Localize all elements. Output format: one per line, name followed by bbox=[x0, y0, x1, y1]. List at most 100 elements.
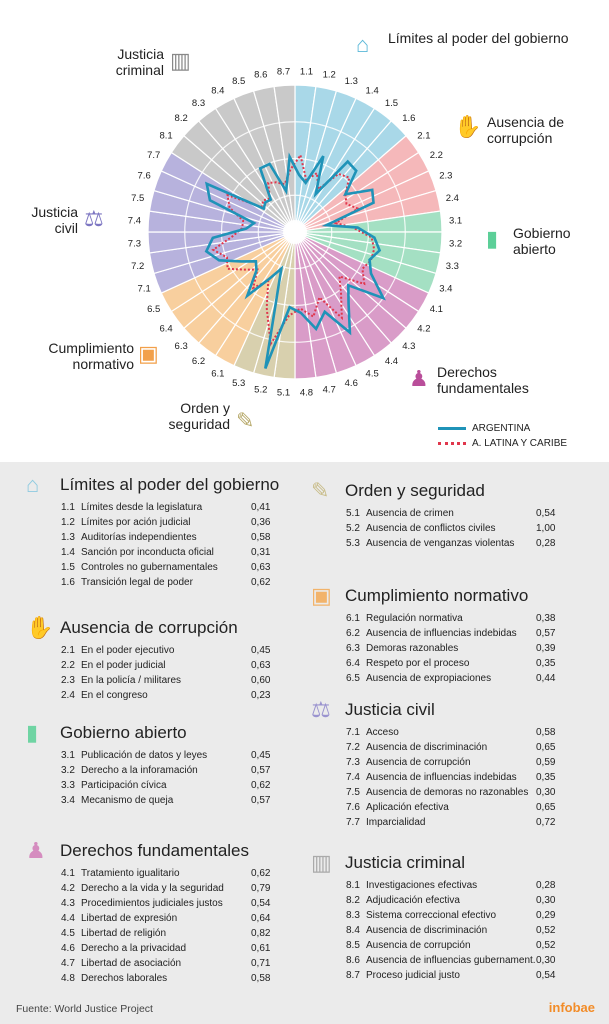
axis-label: 1.4 bbox=[366, 86, 379, 97]
indicator-code: 3.1 bbox=[61, 750, 75, 761]
indicator-code: 1.4 bbox=[61, 547, 75, 558]
indicator-row: 7.1 Acceso 0,58 bbox=[346, 725, 595, 740]
indicator-name: Libertad de religión bbox=[81, 928, 167, 939]
indicator-code: 6.5 bbox=[346, 673, 360, 684]
indicator-code: 4.1 bbox=[61, 868, 75, 879]
grid-circle bbox=[184, 121, 406, 343]
axis-label: 6.5 bbox=[147, 304, 160, 315]
indicator-row: 8.3 Sistema correccional efectivo 0,29 bbox=[346, 908, 595, 923]
indicator-value: 0,52 bbox=[536, 940, 556, 951]
indicator-value: 0,62 bbox=[251, 868, 271, 879]
indicator-value: 1,00 bbox=[536, 523, 556, 534]
group-label-1: Límites al poder del gobierno bbox=[388, 30, 569, 46]
axis-label: 8.4 bbox=[211, 86, 224, 97]
indicator-value: 0,71 bbox=[251, 958, 271, 969]
indicator-code: 8.4 bbox=[346, 925, 360, 936]
axis-label: 1.1 bbox=[300, 66, 313, 77]
axis-label: 4.4 bbox=[385, 356, 398, 367]
indicator-name: Ausencia de discriminación bbox=[366, 742, 488, 753]
indicator-code: 6.3 bbox=[346, 643, 360, 654]
legend-item-latam: A. LATINA Y CARIBE bbox=[438, 436, 567, 451]
indicator-code: 4.7 bbox=[61, 958, 75, 969]
indicator-row: 1.6 Transición legal de poder 0,62 bbox=[61, 575, 310, 590]
legend: ARGENTINA A. LATINA Y CARIBE bbox=[438, 421, 567, 451]
indicator-value: 0,38 bbox=[536, 613, 556, 624]
indicator-row: 3.3 Participación cívica 0,62 bbox=[61, 778, 310, 793]
indicator-value: 0,54 bbox=[251, 898, 271, 909]
indicator-code: 4.2 bbox=[61, 883, 75, 894]
indicator-name: Ausencia de influencias indebidas bbox=[366, 628, 517, 639]
indicator-name: Controles no gubernamentales bbox=[81, 562, 218, 573]
indicator-value: 0,45 bbox=[251, 645, 271, 656]
indicator-value: 0,28 bbox=[536, 880, 556, 891]
axis-label: 2.2 bbox=[430, 150, 443, 161]
indicator-lists: ⌂ Límites al poder del gobierno 1.1 Límites… bbox=[0, 462, 609, 1024]
indicator-row: 7.3 Ausencia de corrupción 0,59 bbox=[346, 755, 595, 770]
axis-label: 1.3 bbox=[345, 76, 358, 87]
center-glow bbox=[283, 220, 307, 244]
indicator-code: 6.2 bbox=[346, 628, 360, 639]
indicator-row: 1.4 Sanción por inconducta oficial 0,31 bbox=[61, 545, 310, 560]
indicator-code: 7.2 bbox=[346, 742, 360, 753]
indicator-code: 7.3 bbox=[346, 757, 360, 768]
axis-label: 2.4 bbox=[446, 193, 459, 204]
axis-label: 4.2 bbox=[417, 323, 430, 334]
indicator-value: 0,63 bbox=[251, 660, 271, 671]
indicator-value: 0,23 bbox=[251, 690, 271, 701]
indicator-name: Publicación de datos y leyes bbox=[81, 750, 208, 761]
indicator-name: En el congreso bbox=[81, 690, 148, 701]
prison-icon: ▥ bbox=[170, 48, 191, 73]
axis-label: 7.5 bbox=[131, 193, 144, 204]
indicator-value: 0,65 bbox=[536, 802, 556, 813]
indicator-code: 5.2 bbox=[346, 523, 360, 534]
indicator-name: Derechos laborales bbox=[81, 973, 168, 984]
group-label-8: Justicia criminal bbox=[115, 46, 164, 78]
axis-label: 5.3 bbox=[232, 378, 245, 389]
indicator-code: 2.3 bbox=[61, 675, 75, 686]
dome-icon: ⌂ bbox=[26, 472, 40, 497]
prison-icon: ▥ bbox=[311, 850, 332, 875]
indicator-name: Ausencia de conflictos civiles bbox=[366, 523, 496, 534]
legend-label: ARGENTINA bbox=[472, 423, 531, 434]
indicator-code: 3.3 bbox=[61, 780, 75, 791]
indicator-code: 8.2 bbox=[346, 895, 360, 906]
axis-label: 8.1 bbox=[160, 131, 173, 142]
indicator-row: 4.4 Libertad de expresión 0,64 bbox=[61, 911, 310, 926]
dome-icon: ⌂ bbox=[356, 32, 370, 57]
indicator-value: 0,65 bbox=[536, 742, 556, 753]
document-icon: ▣ bbox=[311, 583, 332, 608]
series-line-argentina bbox=[204, 152, 386, 369]
axis-label: 4.5 bbox=[366, 368, 379, 379]
indicator-code: 6.1 bbox=[346, 613, 360, 624]
axis-label: 8.7 bbox=[277, 66, 290, 77]
section-3: ▮ Gobierno abierto 3.1 Publicación de datos… bbox=[20, 720, 310, 808]
indicator-name: Ausencia de corrupción bbox=[366, 940, 471, 951]
indicator-row: 6.1 Regulación normativa 0,38 bbox=[346, 611, 595, 626]
indicator-row: 7.4 Ausencia de influencias indebidas 0,35 bbox=[346, 770, 595, 785]
indicator-code: 2.4 bbox=[61, 690, 75, 701]
indicator-row: 4.1 Tratamiento igualitario 0,62 bbox=[61, 866, 310, 881]
indicator-value: 0,62 bbox=[251, 780, 271, 791]
indicator-name: Ausencia de discriminación bbox=[366, 925, 488, 936]
group-label-6: Cumplimiento normativo bbox=[48, 340, 134, 372]
section-6: ▣ Cumplimiento normativo 6.1 Regulación nor… bbox=[305, 583, 595, 686]
indicator-value: 0,62 bbox=[251, 577, 271, 588]
section-title: Justicia civil bbox=[345, 700, 435, 719]
indicator-name: Acceso bbox=[366, 727, 399, 738]
section-title: Gobierno abierto bbox=[60, 723, 187, 742]
section-title: Derechos fundamentales bbox=[60, 841, 250, 860]
indicator-name: Adjudicación efectiva bbox=[366, 895, 460, 906]
indicator-name: Libertad de asociación bbox=[81, 958, 182, 969]
indicator-code: 1.6 bbox=[61, 577, 75, 588]
section-title: Ausencia de corrupción bbox=[60, 618, 238, 637]
source-note: Fuente: World Justice Project bbox=[16, 1003, 153, 1015]
axis-label: 6.2 bbox=[192, 356, 205, 367]
indicator-name: Auditorías independientes bbox=[81, 532, 197, 543]
indicator-name: Transición legal de poder bbox=[81, 577, 193, 588]
indicator-name: Ausencia de crimen bbox=[366, 508, 454, 519]
indicator-row: 2.1 En el poder ejecutivo 0,45 bbox=[61, 643, 310, 658]
indicator-code: 6.4 bbox=[346, 658, 360, 669]
indicator-row: 5.2 Ausencia de conflictos civiles 1,00 bbox=[346, 521, 595, 536]
indicator-name: Derecho a la vida y la seguridad bbox=[81, 883, 224, 894]
group-label-2: Ausencia de corrupción bbox=[487, 114, 565, 146]
